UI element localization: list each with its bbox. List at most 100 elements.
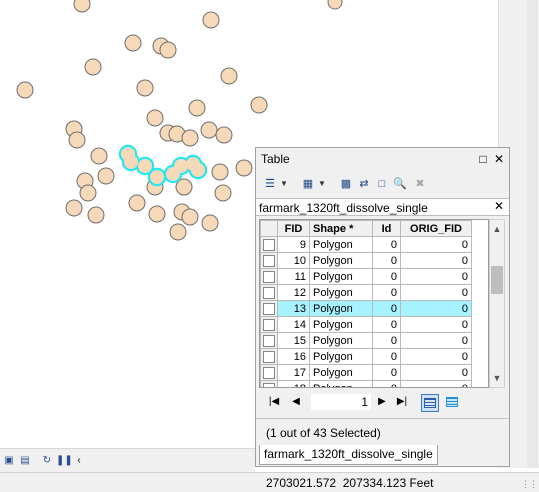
row-selector-box[interactable] — [263, 270, 275, 283]
zoom-to-selected-icon[interactable]: 🔍 — [393, 178, 407, 190]
table-icon — [424, 398, 436, 408]
grid-vertical-scrollbar[interactable]: ▲ ▼ — [489, 219, 505, 388]
row-selector-box[interactable] — [263, 334, 275, 347]
cell-fid: 16 — [277, 348, 310, 365]
close-tab-icon[interactable]: ✕ — [494, 199, 505, 213]
row-selector[interactable] — [260, 364, 278, 381]
table-row[interactable]: 18Polygon00 — [260, 380, 472, 387]
table-options-icon[interactable]: ☰ — [265, 178, 275, 190]
column-header-shape[interactable]: Shape * — [309, 220, 373, 237]
chevron-down-icon[interactable]: ▼ — [280, 179, 288, 188]
column-header-orig-fid[interactable]: ORIG_FID — [400, 220, 472, 237]
switch-selection-icon[interactable]: ⇄ — [359, 178, 369, 190]
row-selector-box[interactable] — [263, 302, 275, 315]
row-selector-box[interactable] — [263, 254, 275, 267]
table-row[interactable]: 10 Polygon 0 0 — [260, 252, 472, 269]
show-all-records-button[interactable] — [421, 394, 439, 412]
cell-id: 0 — [372, 332, 401, 349]
back-arrow-icon[interactable]: ‹ — [77, 455, 81, 466]
chevron-down-icon[interactable]: ▼ — [318, 179, 326, 188]
attribute-table: FID Shape * Id ORIG_FID 9 Polygon 0 0 10 Poly… — [260, 220, 472, 387]
row-selector-box[interactable] — [263, 382, 275, 387]
cell-shape: Polygon — [309, 236, 373, 253]
map-canvas[interactable] — [0, 0, 498, 448]
row-selector-box[interactable] — [263, 286, 275, 299]
selected-polygon-fid-13[interactable] — [118, 144, 208, 187]
row-selector-box[interactable] — [263, 366, 275, 379]
close-icon[interactable]: ✕ — [493, 152, 505, 166]
row-selector[interactable] — [260, 236, 278, 253]
row-selector-box[interactable] — [263, 318, 275, 331]
show-selected-records-button[interactable] — [443, 394, 461, 412]
column-header-fid[interactable]: FID — [277, 220, 310, 237]
cell-shape: Polygon — [309, 316, 373, 333]
cell-fid: 12 — [277, 284, 310, 301]
scroll-down-icon[interactable]: ▼ — [492, 373, 502, 383]
related-tables-icon[interactable]: ▦ — [302, 178, 314, 190]
cell-shape: Polygon — [309, 348, 373, 365]
row-selector[interactable] — [260, 380, 278, 387]
table-header-row: FID Shape * Id ORIG_FID — [260, 220, 472, 237]
selection-status-bar: (1 out of 43 Selected) — [256, 418, 509, 444]
scroll-up-icon[interactable]: ▲ — [492, 224, 502, 234]
table-toolbar: ☰ ▼ ▦ ▼ ▩ ⇄ □ 🔍 ✖ — [256, 172, 509, 196]
scroll-thumb[interactable] — [491, 266, 503, 294]
row-selector-box[interactable] — [263, 238, 275, 251]
table-row[interactable]: 16 Polygon 0 0 — [260, 348, 472, 365]
select-by-attributes-icon[interactable]: ▩ — [340, 178, 352, 190]
column-header-id[interactable]: Id — [372, 220, 401, 237]
cell-id: 0 — [372, 268, 401, 285]
table-bottom-tab[interactable]: farmark_1320ft_dissolve_single — [259, 445, 438, 465]
cell-orig-fid: 0 — [400, 252, 472, 269]
first-record-icon[interactable]: |◀ — [268, 396, 280, 407]
last-record-icon[interactable]: ▶| — [396, 396, 408, 407]
row-selector[interactable] — [260, 332, 278, 349]
cell-shape: Polygon — [309, 332, 373, 349]
row-selector-box[interactable] — [263, 350, 275, 363]
clear-selection-icon[interactable]: □ — [378, 178, 386, 190]
row-selector-header[interactable] — [260, 220, 278, 237]
polygon-features — [16, 0, 343, 241]
refresh-icon[interactable]: ↻ — [42, 455, 52, 466]
table-row[interactable]: 15 Polygon 0 0 — [260, 332, 472, 349]
pause-icon[interactable]: ❚❚ — [56, 455, 73, 466]
previous-record-icon[interactable]: ◀ — [292, 396, 300, 407]
table-row[interactable]: 11 Polygon 0 0 — [260, 268, 472, 285]
layout-view-icon[interactable]: ▤ — [20, 455, 30, 466]
row-selector[interactable] — [260, 316, 278, 333]
row-selector[interactable] — [260, 252, 278, 269]
table-row[interactable]: 9 Polygon 0 0 — [260, 236, 472, 253]
row-selector[interactable] — [260, 268, 278, 285]
cell-shape: Polygon — [309, 284, 373, 301]
cell-fid: 13 — [277, 300, 310, 317]
cell-shape: Polygon — [309, 268, 373, 285]
current-record-field[interactable]: 1 — [311, 394, 371, 410]
table-row[interactable]: 14 Polygon 0 0 — [260, 316, 472, 333]
coordinate-readout: 2703021.572 207334.123 Feet — [266, 476, 434, 490]
table-tab-header[interactable]: farmark_1320ft_dissolve_single ✕ — [256, 198, 509, 216]
row-selector[interactable] — [260, 284, 278, 301]
table-row[interactable]: 12 Polygon 0 0 — [260, 284, 472, 301]
table-tab-name: farmark_1320ft_dissolve_single — [259, 201, 428, 215]
cell-fid: 15 — [277, 332, 310, 349]
resize-grip-icon[interactable]: ⋮⋮ — [521, 479, 538, 489]
cell-fid: 17 — [277, 364, 310, 381]
cell-fid: 10 — [277, 252, 310, 269]
cell-orig-fid: 0 — [400, 364, 472, 381]
table-row[interactable]: 13 Polygon 0 0 — [260, 300, 472, 317]
cell-shape: Polygon — [309, 252, 373, 269]
table-row[interactable]: 17 Polygon 0 0 — [260, 364, 472, 381]
cell-id: 0 — [372, 316, 401, 333]
attribute-grid[interactable]: FID Shape * Id ORIG_FID 9 Polygon 0 0 10 Poly… — [259, 219, 489, 388]
data-view-icon[interactable]: ▣ — [4, 455, 14, 466]
status-bar: 2703021.572 207334.123 Feet ⋮⋮ — [0, 472, 539, 492]
cell-orig-fid: 0 — [400, 348, 472, 365]
row-selector[interactable] — [260, 348, 278, 365]
maximize-icon[interactable]: □ — [479, 152, 487, 166]
cell-orig-fid: 0 — [400, 268, 472, 285]
delete-selected-icon[interactable]: ✖ — [415, 178, 425, 190]
next-record-icon[interactable]: ▶ — [378, 396, 386, 407]
cell-fid: 14 — [277, 316, 310, 333]
table-window-titlebar[interactable]: Table □ ✕ — [256, 148, 509, 170]
row-selector[interactable] — [260, 300, 278, 317]
